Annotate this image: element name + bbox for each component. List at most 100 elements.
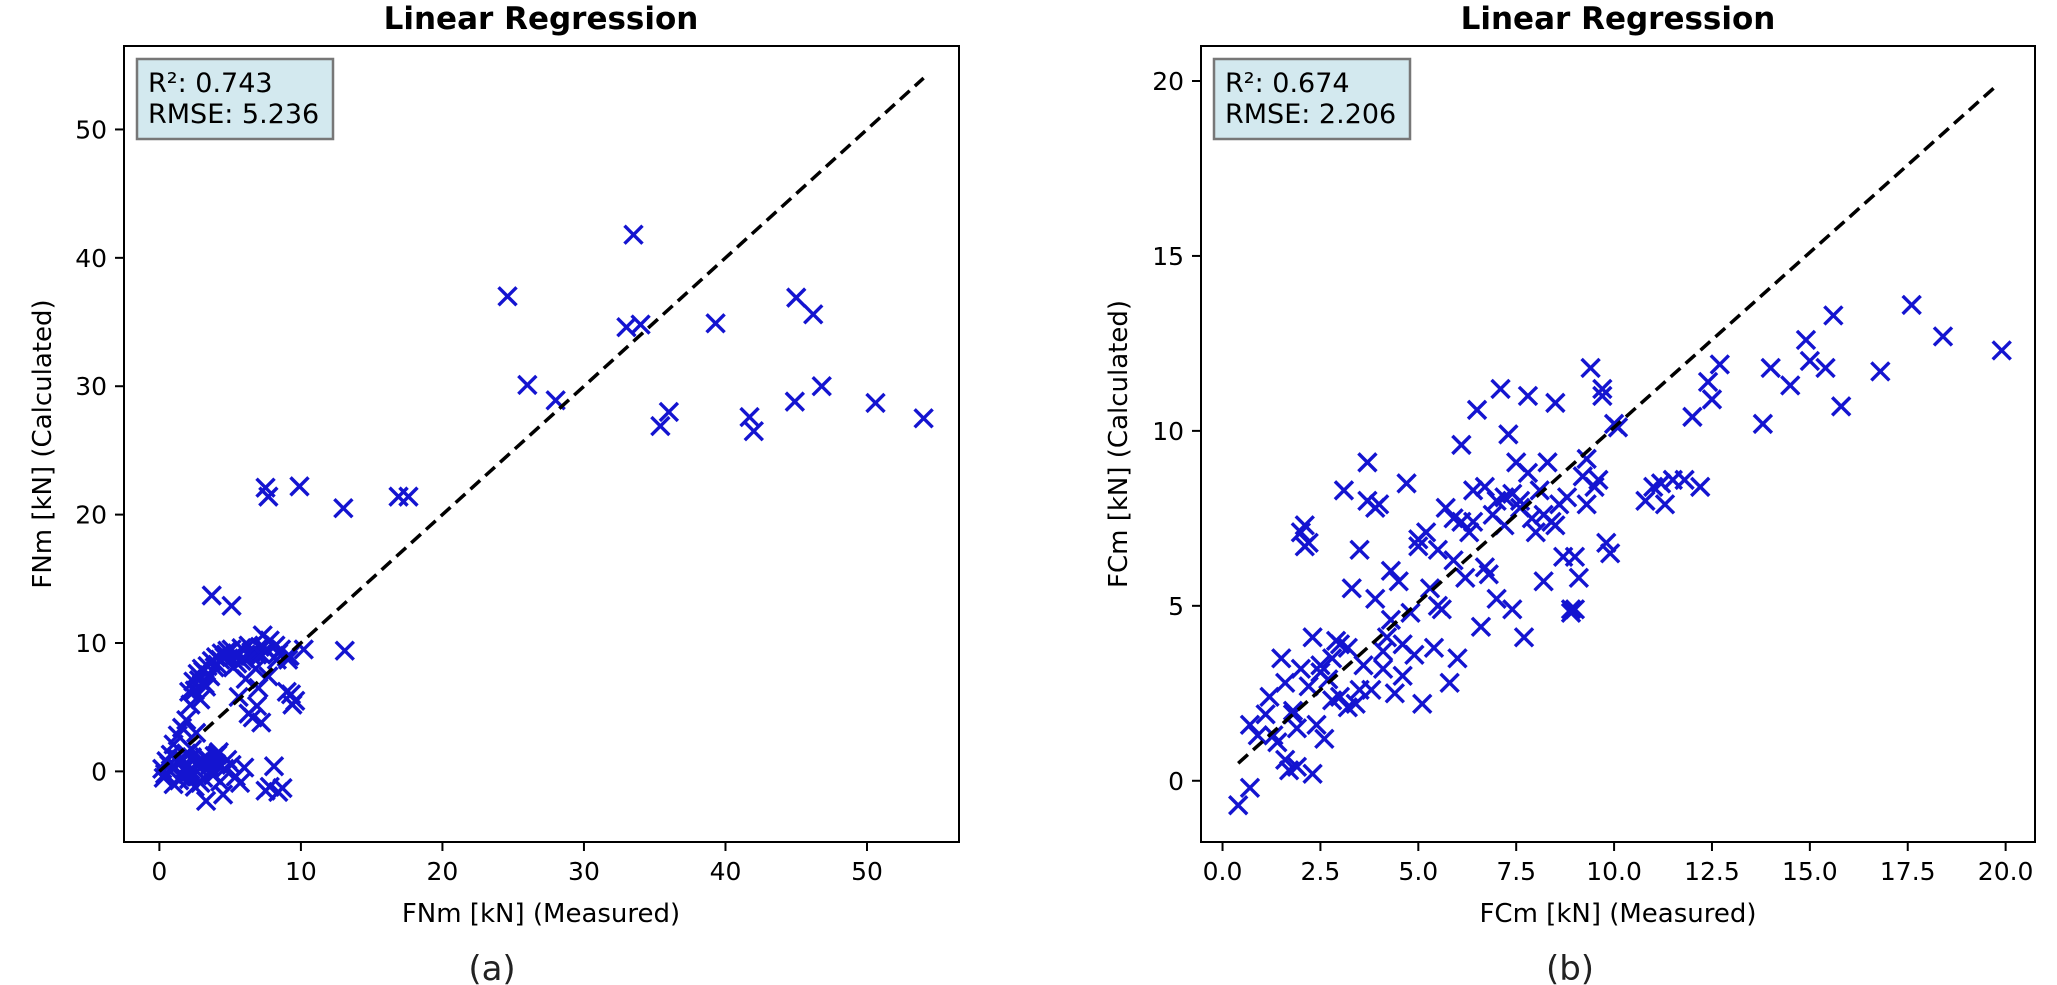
panel-b-data-point (1607, 417, 1629, 438)
panel-b-x-tick-label: 2.5 (1301, 857, 1341, 886)
panel-a-data-point (803, 304, 824, 325)
panel-b-y-tick-label: 5 (1168, 592, 1184, 621)
panel-b-data-point (1329, 634, 1351, 655)
panel-b-data-point (1799, 350, 1821, 372)
panel-b-data-point (1227, 795, 1249, 816)
panel-b-data-point (1592, 378, 1613, 400)
panel-b-data-point (1533, 571, 1554, 592)
panel-a-plot-frame (123, 45, 960, 843)
panel-b-chart: Linear Regression FCm [kN] (Measured) FC… (1104, 1, 2036, 985)
panel-b-data-point (1447, 648, 1468, 669)
panel-b-data-point (1596, 532, 1617, 554)
panel-b-data-point (1412, 693, 1433, 714)
panel-a-data-point (658, 401, 680, 423)
panel-b-data-point (1674, 469, 1695, 491)
panel-b-data-point (1349, 539, 1370, 561)
panel-b-x-tick-label: 7.5 (1496, 857, 1536, 886)
panel-a-y-tick-label: 30 (75, 372, 107, 401)
panel-b-data-point (1823, 305, 1844, 326)
panel-b-data-point (1830, 396, 1852, 417)
panel-b-data-point (1752, 413, 1774, 435)
panel-b-data-point (1274, 749, 1296, 770)
panel-a-data-point (517, 374, 538, 396)
panel-b-rmse-text: RMSE: 2.206 (1225, 99, 1396, 130)
panel-b-data-point (1517, 462, 1539, 484)
panel-b-data-point (1372, 658, 1394, 680)
panel-a-data-point (246, 695, 268, 717)
panel-b-data-point (1439, 672, 1460, 694)
panel-b-data-point (1682, 406, 1703, 428)
panel-b-data-point (1376, 627, 1398, 648)
panel-b-data-point (1294, 515, 1315, 536)
panel-a-data-point (743, 420, 764, 442)
panel-b-data-point (1337, 697, 1359, 718)
panel-b-y-tick-label: 0 (1168, 767, 1184, 796)
panel-b-x-ticks: 0.0 2.5 5.0 7.5 10.0 12.5 15.0 17.5 20.0 (1203, 842, 2034, 886)
panel-b-data-point (1321, 690, 1343, 711)
panel-b-data-point (1580, 357, 1601, 379)
panel-b-data-point (1635, 490, 1656, 512)
panel-b-data-point (1239, 714, 1261, 735)
panel-b-data-point (1290, 658, 1312, 680)
panel-a-data-point (200, 666, 221, 687)
panel-b-data-point (1314, 728, 1335, 749)
panel-a-data-point (623, 224, 644, 245)
panel-b-data-point (1263, 725, 1284, 746)
panel-a-y-tick-label: 50 (75, 115, 107, 144)
panel-b-data-point (1400, 602, 1421, 624)
panel-a-data-point (388, 486, 409, 507)
panel-b-x-axis-label: FCm [kN] (Measured) (1479, 899, 1756, 929)
panel-b-data-point (1459, 522, 1480, 543)
panel-b-data-point (1576, 494, 1597, 515)
panel-a-data-point (221, 595, 242, 616)
panel-b-data-point (1306, 714, 1327, 735)
panel-b-data-point (1271, 648, 1292, 669)
panel-a-chart: Linear Regression FNm [kN] (Measured) FN… (28, 1, 960, 985)
panel-b-data-point (1286, 718, 1308, 739)
panel-a-data-point (228, 686, 249, 708)
panel-a-data-point (333, 497, 354, 519)
panel-a-data-point (268, 781, 289, 803)
panel-b-data-point (1697, 371, 1719, 393)
panel-b-data-point (1302, 627, 1323, 648)
panel-b-data-point (1560, 599, 1582, 620)
panel-b-data-point (1380, 560, 1402, 582)
panel-b-x-tick-label: 0.0 (1203, 857, 1243, 886)
panel-b-y-ticks: 0 5 10 15 20 (1152, 67, 1201, 796)
panel-b-stats-box-background (1212, 57, 1412, 141)
panel-a-data-point (195, 676, 217, 697)
panel-b-y-tick-label: 15 (1152, 242, 1184, 271)
panel-b-r2-text: R²: 0.674 (1225, 68, 1350, 99)
panel-b-data-point (1486, 588, 1507, 610)
panel-b-data-point (1466, 399, 1488, 421)
panel-b-title: Linear Regression (1461, 1, 1776, 37)
panel-b-data-point (1486, 490, 1507, 512)
panel-b-data-point (1423, 637, 1445, 659)
panel-b-data-point (1599, 543, 1621, 564)
panel-b-data-point (1310, 655, 1331, 676)
panel-a-title: Linear Regression (384, 1, 699, 37)
panel-b-data-point (1462, 480, 1484, 501)
panel-a-data-point (190, 689, 211, 710)
panel-a-x-tick-label: 50 (851, 857, 883, 886)
panel-b-x-tick-label: 20.0 (1978, 857, 2034, 886)
panel-b-data-point (1690, 476, 1711, 498)
panel-b-data-point (1404, 644, 1425, 666)
panel-b-data-point (1392, 665, 1413, 687)
panel-b-data-point (1537, 452, 1558, 473)
panel-b-data-point (1282, 700, 1304, 721)
panel-b-data-point (1498, 424, 1519, 445)
panel-b-x-tick-label: 10.0 (1586, 857, 1642, 886)
panel-b-data-point (1384, 683, 1406, 704)
panel-b-data-point (1396, 473, 1417, 494)
panel-b-y-tick-label: 10 (1152, 417, 1184, 446)
panel-b-data-point (1388, 571, 1409, 592)
panel-b-data-point (1286, 756, 1308, 777)
panel-a-y-tick-label: 0 (91, 757, 107, 786)
panel-a-data-point (334, 640, 355, 661)
panel-a-x-tick-label: 30 (568, 857, 600, 886)
panel-b-data-point (1239, 777, 1261, 798)
panel-b-data-point (1529, 480, 1550, 501)
panel-a-y-tick-label: 20 (75, 501, 107, 530)
